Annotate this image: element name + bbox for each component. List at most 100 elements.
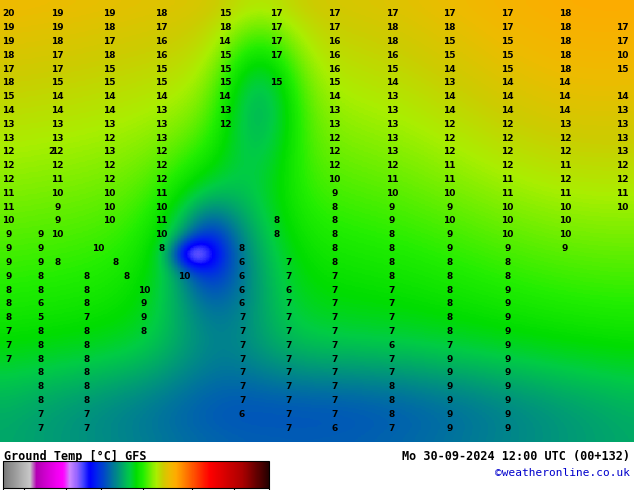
Text: 10: 10 <box>138 286 150 294</box>
Text: 17: 17 <box>51 51 64 60</box>
Text: 12: 12 <box>559 147 571 156</box>
Text: 7: 7 <box>331 396 337 405</box>
Text: 12: 12 <box>443 134 456 143</box>
Text: 17: 17 <box>3 65 15 74</box>
Text: 7: 7 <box>37 424 44 433</box>
Text: 12: 12 <box>328 134 340 143</box>
Text: 8: 8 <box>83 355 89 364</box>
Text: 12: 12 <box>103 175 116 184</box>
Text: 15: 15 <box>385 65 398 74</box>
Text: 8: 8 <box>389 272 395 281</box>
Text: 13: 13 <box>385 134 398 143</box>
Text: 7: 7 <box>6 355 12 364</box>
Text: 12: 12 <box>3 147 15 156</box>
Text: 13: 13 <box>616 134 629 143</box>
Text: 10: 10 <box>616 203 629 212</box>
Text: 8: 8 <box>158 244 164 253</box>
Text: 8: 8 <box>504 258 510 267</box>
Text: 13: 13 <box>616 120 629 129</box>
Text: 8: 8 <box>112 258 119 267</box>
Text: 13: 13 <box>443 78 456 87</box>
Text: 6: 6 <box>239 286 245 294</box>
Text: 12: 12 <box>559 134 571 143</box>
Text: 11: 11 <box>616 189 629 198</box>
Text: 11: 11 <box>501 189 514 198</box>
Text: 8: 8 <box>124 272 130 281</box>
Text: 7: 7 <box>285 272 292 281</box>
Text: 18: 18 <box>443 23 456 32</box>
Text: 13: 13 <box>155 106 167 115</box>
Text: 12: 12 <box>51 161 64 170</box>
Text: 7: 7 <box>285 410 292 419</box>
Text: 5: 5 <box>37 313 44 322</box>
Text: 7: 7 <box>389 286 395 294</box>
Text: 6: 6 <box>37 299 44 308</box>
Text: 16: 16 <box>385 51 398 60</box>
Text: 7: 7 <box>446 341 453 350</box>
Text: 7: 7 <box>239 355 245 364</box>
Text: 10: 10 <box>103 217 115 225</box>
Text: 12: 12 <box>3 161 15 170</box>
Text: 8: 8 <box>6 286 12 294</box>
Text: 9: 9 <box>6 244 12 253</box>
Text: 8: 8 <box>446 258 453 267</box>
Text: 8: 8 <box>446 286 453 294</box>
Text: 7: 7 <box>285 368 292 377</box>
Text: 7: 7 <box>389 327 395 336</box>
Text: 9: 9 <box>55 203 61 212</box>
Text: 10: 10 <box>501 230 514 239</box>
Text: 19: 19 <box>103 9 116 18</box>
Text: 18: 18 <box>103 51 116 60</box>
Text: 13: 13 <box>328 120 340 129</box>
Text: 8: 8 <box>389 230 395 239</box>
Text: 15: 15 <box>219 9 231 18</box>
Text: 11: 11 <box>559 189 571 198</box>
Text: 17: 17 <box>501 9 514 18</box>
Text: 6: 6 <box>389 341 395 350</box>
Text: 7: 7 <box>331 286 337 294</box>
Text: 9: 9 <box>6 272 12 281</box>
Text: 8: 8 <box>389 396 395 405</box>
Text: 9: 9 <box>446 230 453 239</box>
Text: 16: 16 <box>155 37 167 46</box>
Text: 10: 10 <box>616 51 629 60</box>
Text: 13: 13 <box>385 106 398 115</box>
Text: 16: 16 <box>328 65 340 74</box>
Text: 12: 12 <box>443 120 456 129</box>
Text: 17: 17 <box>270 37 283 46</box>
Text: 15: 15 <box>443 51 456 60</box>
Text: 8: 8 <box>389 410 395 419</box>
Text: 18: 18 <box>3 78 15 87</box>
Text: 10: 10 <box>501 217 514 225</box>
Text: 10: 10 <box>51 230 64 239</box>
Text: 14: 14 <box>616 92 629 101</box>
Text: 7: 7 <box>389 424 395 433</box>
Text: 18: 18 <box>559 51 571 60</box>
Text: 9: 9 <box>562 244 568 253</box>
Text: 14: 14 <box>501 78 514 87</box>
Text: 12: 12 <box>616 175 629 184</box>
Text: 18: 18 <box>559 23 571 32</box>
Text: 14: 14 <box>103 106 116 115</box>
Text: 14: 14 <box>219 92 231 101</box>
Text: 14: 14 <box>443 65 456 74</box>
Text: 9: 9 <box>37 244 44 253</box>
Text: 13: 13 <box>385 120 398 129</box>
Text: 2: 2 <box>49 147 55 156</box>
Text: 7: 7 <box>83 410 89 419</box>
Text: 17: 17 <box>616 23 629 32</box>
Text: 17: 17 <box>51 65 64 74</box>
Text: 19: 19 <box>3 23 15 32</box>
Text: 8: 8 <box>446 272 453 281</box>
Text: 8: 8 <box>446 313 453 322</box>
Text: 12: 12 <box>559 175 571 184</box>
Text: 11: 11 <box>155 189 167 198</box>
Text: 6: 6 <box>239 272 245 281</box>
Text: 10: 10 <box>51 189 64 198</box>
Text: 7: 7 <box>6 327 12 336</box>
Text: 10: 10 <box>178 272 191 281</box>
Text: 15: 15 <box>103 65 116 74</box>
Text: 13: 13 <box>328 106 340 115</box>
Text: 8: 8 <box>37 272 44 281</box>
Text: 9: 9 <box>141 299 147 308</box>
